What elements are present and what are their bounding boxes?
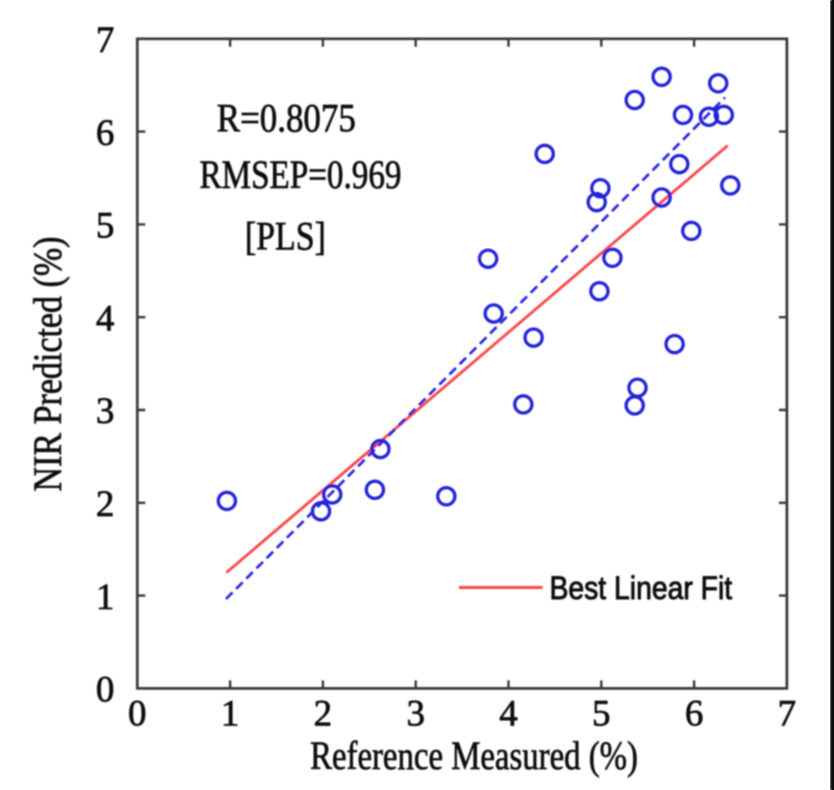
svg-text:R=0.8075: R=0.8075 bbox=[217, 96, 356, 141]
svg-text:RMSEP=0.969: RMSEP=0.969 bbox=[200, 152, 402, 197]
svg-text:3: 3 bbox=[406, 693, 425, 734]
svg-text:NIR Predicted (%): NIR Predicted (%) bbox=[25, 237, 70, 492]
svg-text:3: 3 bbox=[96, 391, 115, 432]
svg-text:5: 5 bbox=[592, 693, 611, 734]
svg-text:6: 6 bbox=[96, 113, 115, 154]
svg-text:0: 0 bbox=[96, 670, 115, 711]
svg-text:[PLS]: [PLS] bbox=[245, 214, 326, 259]
svg-text:4: 4 bbox=[499, 693, 518, 734]
svg-text:Reference Measured (%): Reference Measured (%) bbox=[310, 733, 638, 778]
svg-text:Best Linear Fit: Best Linear Fit bbox=[550, 570, 733, 606]
svg-text:6: 6 bbox=[685, 693, 704, 734]
svg-text:7: 7 bbox=[778, 693, 797, 734]
svg-text:2: 2 bbox=[314, 693, 333, 734]
svg-text:0: 0 bbox=[128, 693, 147, 734]
svg-text:4: 4 bbox=[96, 298, 115, 339]
svg-text:1: 1 bbox=[96, 577, 115, 618]
svg-text:7: 7 bbox=[96, 20, 115, 61]
svg-text:1: 1 bbox=[221, 693, 240, 734]
svg-text:2: 2 bbox=[96, 484, 115, 525]
svg-text:5: 5 bbox=[96, 206, 115, 247]
